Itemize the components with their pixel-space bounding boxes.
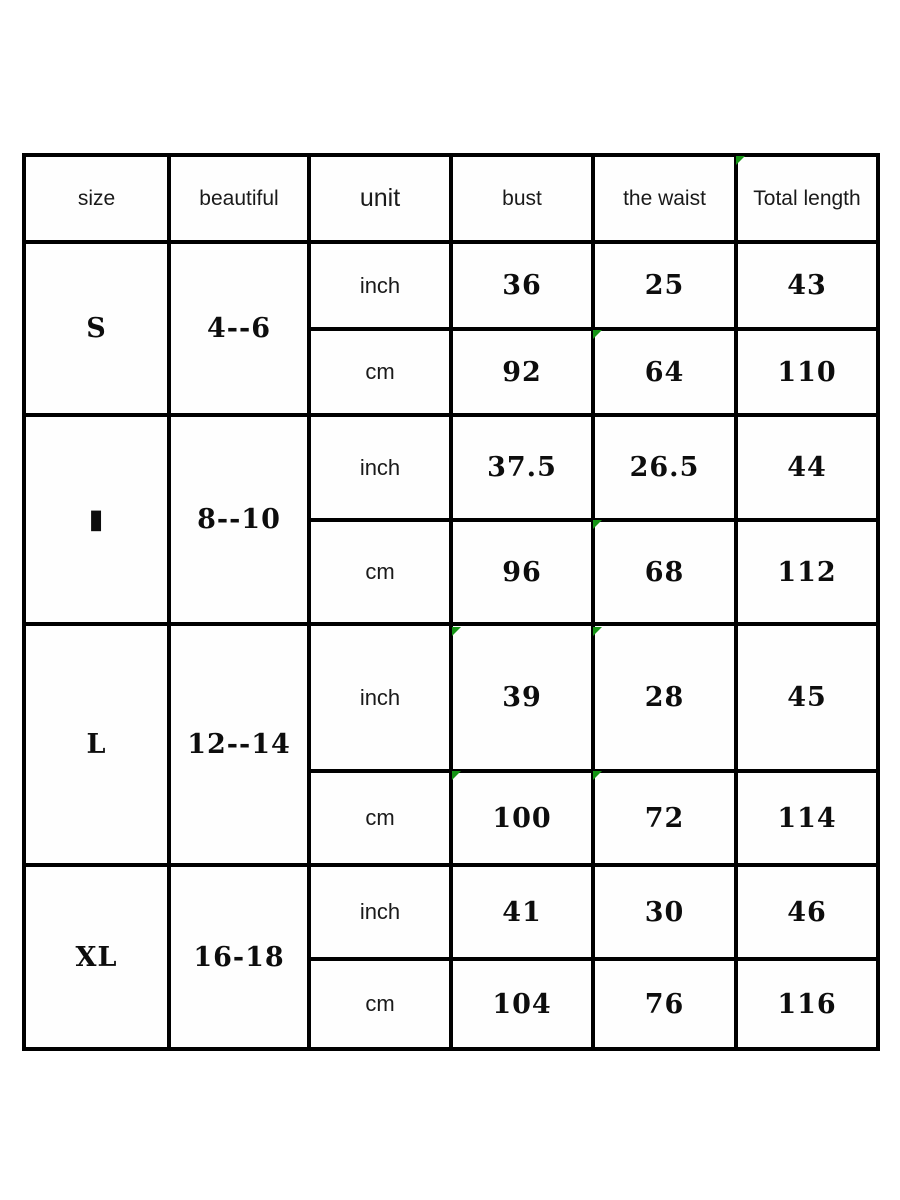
size-chart-table: size beautiful unit bust the waist Total… [22, 153, 880, 1051]
total-cm-s: 110 [734, 327, 880, 417]
header-row: size beautiful unit bust the waist Total… [22, 153, 880, 244]
bust-inch-xl: 41 [449, 863, 595, 961]
header-total-length: Total length [734, 153, 880, 244]
row-m-inch: ▮ 8--10 inch 37.5 26.5 44 [22, 413, 880, 626]
cell-comment-marker [593, 771, 602, 780]
waist-inch-m: 26.5 [591, 413, 738, 522]
row-m-cm: cm 96 68 112 [24, 518, 880, 626]
waist-cm-m: 68 [591, 518, 738, 626]
waist-cm-xl: 76 [591, 957, 738, 1051]
row-l-cm: cm 100 72 114 [24, 769, 880, 867]
waist-cm-l: 72 [591, 769, 738, 867]
header-bust: bust [449, 153, 595, 244]
waist-cm-s: 64 [591, 327, 738, 417]
waist-inch-s: 25 [591, 240, 738, 331]
cell-comment-marker [593, 330, 602, 339]
unit-cm-m: cm [307, 518, 453, 626]
row-xl-inch: XL 16-18 inch 41 30 46 [22, 863, 880, 1051]
bust-cm-m: 96 [449, 518, 595, 626]
total-inch-s: 43 [734, 240, 880, 331]
waist-inch-l: 28 [591, 622, 738, 773]
bust-cm-l: 100 [449, 769, 595, 867]
cell-comment-marker [593, 520, 602, 529]
beautiful-range-m: 8--10 [167, 413, 311, 626]
total-inch-xl: 46 [734, 863, 880, 961]
unit-inch-xl: inch [307, 863, 453, 961]
row-l-inch: L 12--14 inch 39 28 45 [22, 622, 880, 867]
header-size: size [22, 153, 171, 244]
bust-inch-s: 36 [449, 240, 595, 331]
header-waist: the waist [591, 153, 738, 244]
unit-cm-l: cm [307, 769, 453, 867]
size-label-l: L [22, 622, 171, 867]
unit-inch-m: inch [307, 413, 453, 522]
size-label-m: ▮ [22, 413, 171, 626]
total-inch-l: 45 [734, 622, 880, 773]
unit-cm-s: cm [307, 327, 453, 417]
bust-inch-l: 39 [449, 622, 595, 773]
beautiful-range-xl: 16-18 [167, 863, 311, 1051]
unit-inch-l: inch [307, 622, 453, 773]
beautiful-range-s: 4--6 [167, 240, 311, 417]
total-cm-m: 112 [734, 518, 880, 626]
row-s-inch: S 4--6 inch 36 25 43 [22, 240, 880, 417]
row-s-cm: cm 92 64 110 [24, 327, 880, 417]
cell-comment-marker [736, 156, 745, 165]
header-unit: unit [307, 153, 453, 244]
beautiful-range-l: 12--14 [167, 622, 311, 867]
header-beautiful: beautiful [167, 153, 311, 244]
unit-cm-xl: cm [307, 957, 453, 1051]
size-label-xl: XL [22, 863, 171, 1051]
bust-inch-m: 37.5 [449, 413, 595, 522]
cell-comment-marker [452, 771, 461, 780]
cell-comment-marker [452, 627, 461, 636]
row-xl-cm: cm 104 76 116 [24, 957, 880, 1051]
total-inch-m: 44 [734, 413, 880, 522]
cell-comment-marker [593, 627, 602, 636]
waist-inch-xl: 30 [591, 863, 738, 961]
total-cm-l: 114 [734, 769, 880, 867]
bust-cm-xl: 104 [449, 957, 595, 1051]
size-label-s: S [22, 240, 171, 417]
unit-inch-s: inch [307, 240, 453, 331]
total-cm-xl: 116 [734, 957, 880, 1051]
bust-cm-s: 92 [449, 327, 595, 417]
